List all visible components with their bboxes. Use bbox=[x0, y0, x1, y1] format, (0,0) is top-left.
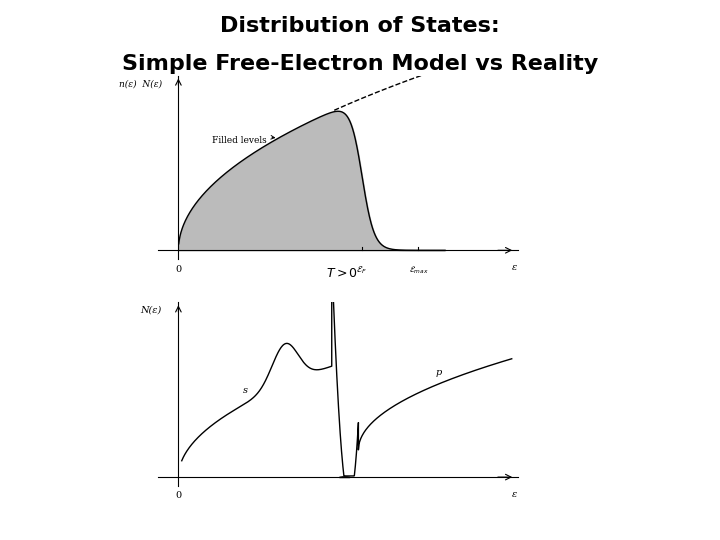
Text: Filled levels: Filled levels bbox=[212, 136, 274, 145]
Text: ε: ε bbox=[512, 490, 517, 498]
Text: $T > 0$: $T > 0$ bbox=[326, 267, 358, 280]
Text: Unfilled levels: Unfilled levels bbox=[0, 539, 1, 540]
Text: $\mathcal{E}_F$: $\mathcal{E}_F$ bbox=[356, 265, 367, 276]
Text: s: s bbox=[243, 386, 248, 395]
Text: $\mathcal{E}_{max}$: $\mathcal{E}_{max}$ bbox=[409, 265, 428, 276]
Text: Simple Free-Electron Model vs Reality: Simple Free-Electron Model vs Reality bbox=[122, 54, 598, 74]
Text: Distribution of States:: Distribution of States: bbox=[220, 16, 500, 36]
Text: ε: ε bbox=[512, 263, 517, 272]
Text: N(ε): N(ε) bbox=[140, 306, 162, 315]
Text: n(ε)  N(ε): n(ε) N(ε) bbox=[119, 79, 162, 88]
Text: 0: 0 bbox=[176, 491, 181, 501]
Text: 0: 0 bbox=[176, 265, 181, 274]
Text: p: p bbox=[436, 368, 441, 377]
